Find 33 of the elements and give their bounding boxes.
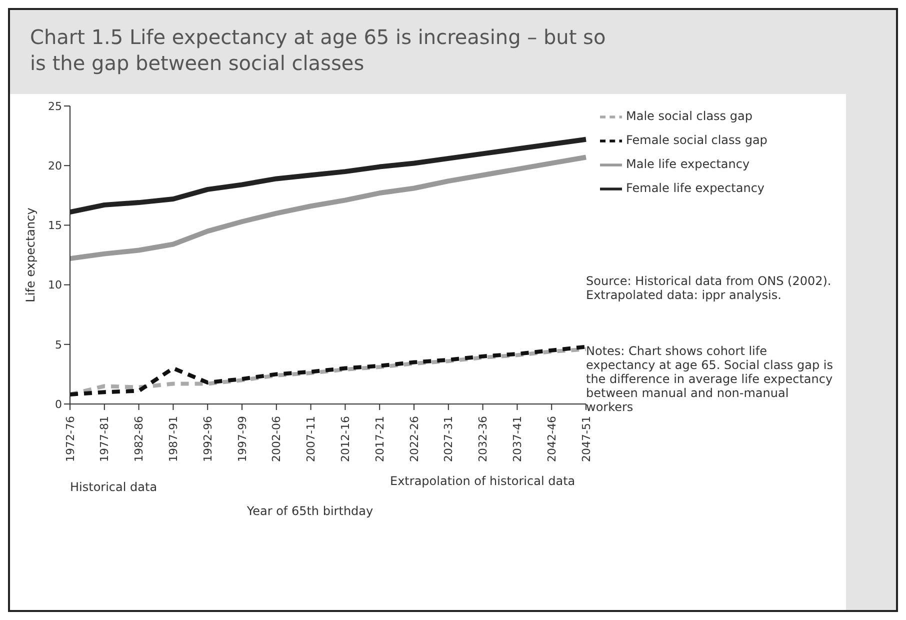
x-tick-label: 2042-46 bbox=[545, 416, 558, 462]
annotation: Notes: Chart shows cohort life expectancy at age 65. Social class gap is the difference in average life expectancy between manual and non-manual workers bbox=[586, 344, 834, 414]
y-axis-title: Life expectancy bbox=[23, 208, 38, 302]
x-tick-label: 2002-06 bbox=[270, 416, 284, 462]
legend-label: Male life expectancy bbox=[626, 157, 750, 171]
x-tick-label: 1997-99 bbox=[236, 416, 249, 462]
legend-label: Male social class gap bbox=[626, 109, 752, 123]
chart-title: Chart 1.5 Life expectancy at age 65 is increasing – but so is the gap between social classes bbox=[29, 24, 607, 77]
x-tick-label: 2037-41 bbox=[511, 416, 524, 462]
text: Extrapolation of historical data bbox=[390, 474, 576, 488]
x-tick-label: 2007-11 bbox=[304, 416, 318, 462]
x-tick-label: 1977-81 bbox=[98, 416, 112, 462]
legend-label: Female life expectancy bbox=[626, 181, 765, 195]
x-axis-title: Year of 65th birthday bbox=[246, 504, 374, 518]
x-tick-label: 2012-16 bbox=[339, 416, 352, 462]
x-tick-label: 1982-86 bbox=[132, 416, 146, 462]
x-tick-label: 2027-31 bbox=[442, 416, 456, 462]
y-tick-label: 20 bbox=[48, 160, 62, 173]
y-tick-label: 5 bbox=[55, 338, 62, 352]
x-tick-label: 1987-91 bbox=[167, 416, 180, 462]
legend-label: Female social class gap bbox=[626, 133, 768, 147]
annotation: Source: Historical data from ONS (2002). Extrapolated data: ippr analysis. bbox=[586, 274, 832, 302]
x-tick-label: 1992-96 bbox=[201, 416, 214, 462]
y-tick-label: 10 bbox=[48, 278, 62, 292]
y-tick-label: 0 bbox=[55, 398, 62, 411]
y-tick-label: 15 bbox=[48, 219, 62, 232]
x-tick-label: 1972-76 bbox=[64, 416, 77, 462]
y-tick-label: 25 bbox=[48, 100, 62, 113]
text: Historical data bbox=[70, 480, 158, 494]
x-tick-label: 2032-36 bbox=[476, 416, 490, 462]
x-tick-label: 2017-21 bbox=[373, 416, 386, 462]
x-tick-label: 2022-26 bbox=[408, 416, 421, 462]
x-tick-label: 2047-51 bbox=[580, 416, 593, 462]
